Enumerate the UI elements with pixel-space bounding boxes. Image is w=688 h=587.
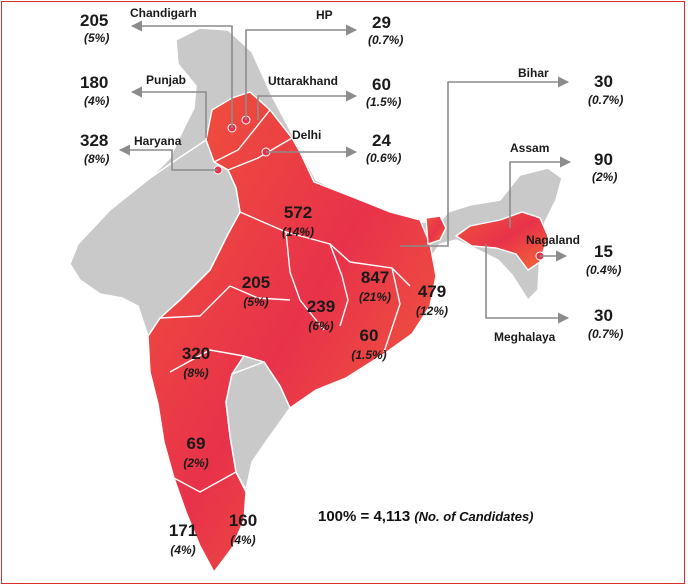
arrow-bihar (400, 76, 570, 247)
bihar-highlight (425, 215, 447, 245)
name-meghalaya: Meghalaya (494, 330, 556, 344)
name-hp: HP (316, 8, 333, 22)
pct-punjab: (4%) (84, 94, 110, 108)
pct-tn: (4%) (230, 533, 256, 547)
arrow-punjab (130, 86, 207, 138)
total-label: 100% = 4,113 (No. of Candidates) (318, 508, 534, 525)
value-tn: 160 (228, 511, 258, 530)
pct-chhattisgarh: (6%) (308, 319, 334, 333)
value-karnataka: 69 (186, 434, 206, 453)
name-punjab: Punjab (146, 73, 187, 87)
pct-assam: (2%) (592, 170, 618, 184)
arrow-chandigarh (130, 20, 233, 128)
value-uttarakhand: 60 (372, 75, 391, 94)
name-delhi: Delhi (292, 128, 322, 142)
pct-meghalaya: (0.7%) (588, 327, 624, 341)
value-up: 572 (283, 203, 313, 222)
value-assam: 90 (594, 150, 613, 169)
value-mp: 205 (241, 273, 271, 292)
pct-karnataka: (2%) (183, 456, 209, 470)
pct-odisha: (1.5%) (351, 348, 387, 362)
pct-maharashtra: (8%) (183, 366, 209, 380)
total-value: 100% = 4,113 (318, 508, 411, 525)
arrow-hp (245, 24, 358, 120)
name-uttarakhand: Uttarakhand (268, 74, 339, 88)
name-chandigarh: Chandigarh (130, 6, 197, 20)
pct-haryana: (8%) (84, 152, 110, 166)
total-note: (No. of Candidates) (414, 509, 534, 524)
connector-lines (118, 20, 572, 324)
name-bihar: Bihar (518, 66, 549, 80)
value-delhi: 24 (372, 131, 391, 150)
value-wb: 479 (417, 282, 447, 301)
pct-mp: (5%) (243, 295, 269, 309)
name-nagaland: Nagaland (526, 233, 581, 247)
pct-wb: (12%) (415, 304, 449, 318)
pct-uttarakhand: (1.5%) (366, 95, 402, 109)
grey-south (225, 361, 291, 493)
name-assam: Assam (510, 141, 550, 155)
value-chandigarh: 205 (80, 11, 109, 30)
pct-up: (14%) (281, 225, 315, 239)
value-jharkhand: 847 (360, 268, 390, 287)
pct-delhi: (0.6%) (366, 151, 402, 165)
value-kerala: 171 (168, 521, 198, 540)
value-meghalaya: 30 (594, 306, 613, 325)
value-maharashtra: 320 (181, 344, 211, 363)
pct-bihar: (0.7%) (588, 93, 624, 107)
value-odisha: 60 (359, 326, 379, 345)
pct-chandigarh: (5%) (84, 31, 110, 45)
ne-highlight (454, 211, 549, 271)
value-bihar: 30 (594, 72, 613, 91)
value-nagaland: 15 (594, 242, 613, 261)
arrow-assam (509, 156, 572, 228)
pct-nagaland: (0.4%) (586, 263, 622, 277)
value-hp: 29 (372, 13, 391, 32)
arrow-haryana (118, 144, 218, 171)
value-punjab: 180 (80, 73, 109, 92)
pct-kerala: (4%) (170, 543, 196, 557)
name-haryana: Haryana (134, 134, 182, 148)
value-chhattisgarh: 239 (306, 297, 336, 316)
arrow-uttarakhand (257, 90, 358, 120)
value-haryana: 328 (80, 131, 109, 150)
pct-jharkhand: (21%) (358, 290, 392, 304)
arrow-meghalaya (485, 244, 570, 324)
state-borders (159, 109, 411, 493)
pct-hp: (0.7%) (368, 33, 404, 47)
grey-west (69, 138, 241, 338)
